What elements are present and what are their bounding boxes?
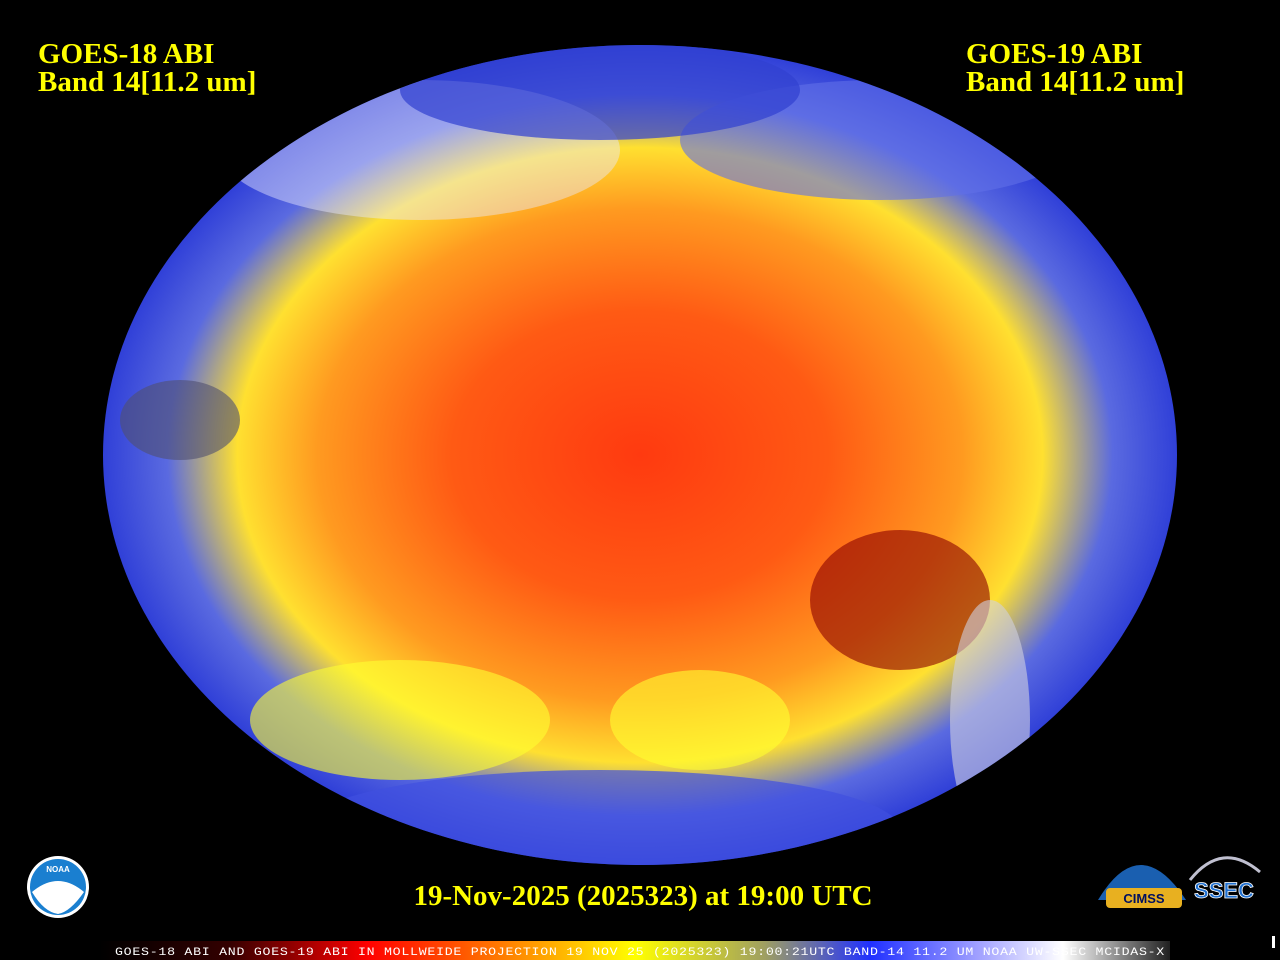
noaa-logo: NOAA — [27, 856, 89, 918]
left-band: Band 14[11.2 um] — [38, 66, 256, 98]
ssec-label: SSEC — [1194, 878, 1254, 903]
noaa-label: NOAA — [46, 865, 70, 874]
right-title: GOES-19 ABI — [966, 38, 1142, 70]
footer: GOES-18 ABI AND GOES-19 ABI IN MOLLWEIDE… — [115, 947, 1165, 959]
cimss-logo: CIMSS — [1098, 865, 1186, 908]
color-bar — [100, 941, 1170, 960]
marker — [1272, 936, 1275, 948]
left-title: GOES-18 ABI — [38, 38, 214, 70]
timestamp: 19-Nov-2025 (2025323) at 19:00 UTC — [413, 880, 872, 912]
cimss-label: CIMSS — [1123, 891, 1165, 906]
right-band: Band 14[11.2 um] — [966, 66, 1184, 98]
ssec-logo: SSEC — [1188, 856, 1261, 903]
